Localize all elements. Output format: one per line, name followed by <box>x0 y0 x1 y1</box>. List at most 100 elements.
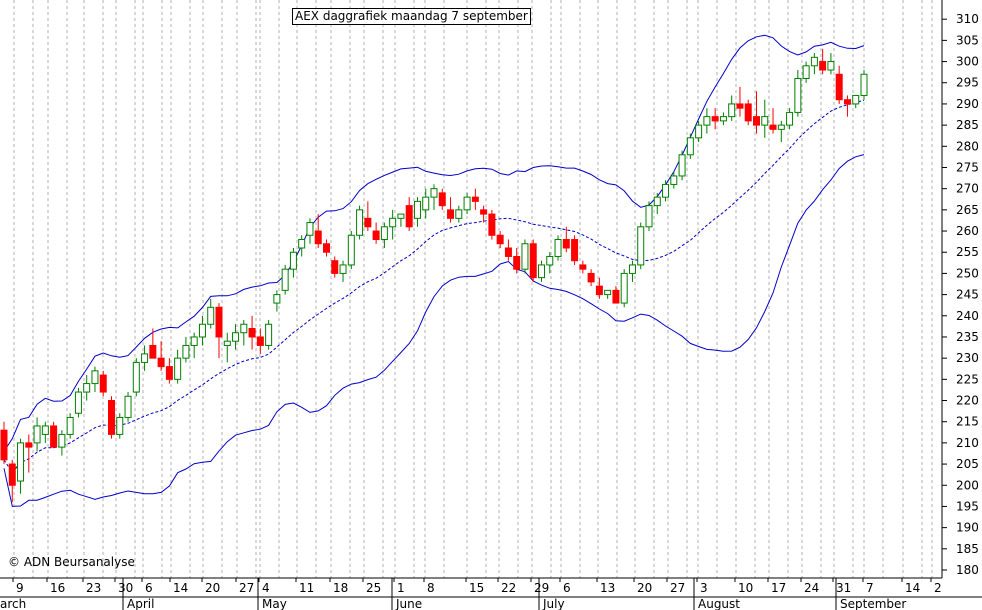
candle-body <box>273 294 281 304</box>
y-tick-label: 300 <box>956 55 979 69</box>
month-label: July <box>542 597 565 610</box>
candle-body <box>331 260 339 274</box>
candle-body <box>769 124 777 130</box>
x-tick-label: 20 <box>205 581 220 595</box>
candle-body <box>397 213 405 219</box>
y-tick-label: 220 <box>956 394 979 408</box>
candle-body <box>108 400 115 435</box>
candle-body <box>496 234 504 245</box>
x-tick-label: 3 <box>700 581 708 595</box>
y-tick-label: 290 <box>956 97 979 111</box>
x-tick-label: 1 <box>397 581 405 595</box>
y-tick-label: 265 <box>956 203 979 217</box>
candle-body <box>422 196 430 211</box>
y-tick-label: 275 <box>956 160 979 174</box>
candle-body <box>0 429 8 461</box>
candle-body <box>637 226 645 266</box>
candle-body <box>777 124 785 130</box>
month-label: April <box>127 597 154 610</box>
candle-body <box>281 268 289 291</box>
candle-body <box>41 425 49 435</box>
candle-body <box>744 103 752 122</box>
candle-body <box>554 239 562 257</box>
candle-body <box>753 116 760 126</box>
x-tick-label: 13 <box>600 581 615 595</box>
bollinger-lower-line <box>3 154 865 507</box>
candle-body <box>645 205 653 228</box>
candle-body <box>686 137 694 156</box>
candle-body <box>248 327 256 338</box>
candle-body <box>521 243 529 270</box>
candle-body <box>141 353 149 363</box>
x-tick-label: 17 <box>771 581 786 595</box>
candle-body <box>256 336 264 346</box>
candle-body <box>298 239 306 249</box>
candle-body <box>389 217 397 228</box>
candle-body <box>843 99 851 105</box>
y-tick-label: 305 <box>956 33 979 47</box>
month-label: May <box>262 597 287 610</box>
candle-body <box>711 116 719 122</box>
candle-body <box>587 272 595 283</box>
candle-body <box>232 332 240 342</box>
month-label: September <box>840 597 906 610</box>
candle-body <box>447 209 455 219</box>
candle-body <box>504 247 512 257</box>
y-tick-label: 270 <box>956 182 979 196</box>
candle-body <box>66 416 74 435</box>
candle-body <box>50 425 58 448</box>
y-tick-label: 295 <box>956 76 979 90</box>
bollinger-upper-line <box>3 34 865 452</box>
candle-body <box>480 209 488 215</box>
y-tick-label: 195 <box>956 499 979 513</box>
candle-body <box>74 391 82 414</box>
candle-body <box>612 289 620 304</box>
candle-body <box>17 442 25 482</box>
chart-title: AEX daggrafiek maandag 7 september <box>292 8 531 25</box>
candle-body <box>58 433 66 448</box>
candle-body <box>463 196 471 211</box>
x-tick-label: 27 <box>239 581 254 595</box>
candle-body <box>356 209 364 236</box>
candle-body <box>538 264 545 279</box>
candle-body <box>157 357 165 368</box>
candle-body <box>91 370 99 385</box>
candle-body <box>579 264 587 270</box>
x-tick-label: 14 <box>905 581 920 595</box>
candle-body <box>323 243 330 253</box>
candle-body <box>794 78 802 113</box>
candle-body <box>662 183 670 198</box>
y-tick-label: 310 <box>956 12 979 26</box>
candle-body <box>835 73 843 101</box>
candle-body <box>703 116 711 126</box>
month-label: June <box>395 597 422 610</box>
candle-body <box>786 111 794 126</box>
candle-body <box>438 192 446 207</box>
candle-body <box>620 272 628 304</box>
x-tick-label: 4 <box>262 581 270 595</box>
candle-body <box>190 336 198 346</box>
month-label: arch <box>0 597 26 610</box>
y-tick-label: 260 <box>956 224 979 238</box>
candle-body <box>314 230 322 245</box>
candle-body <box>819 61 827 71</box>
x-tick-label: 18 <box>333 581 348 595</box>
y-tick-label: 215 <box>956 415 979 429</box>
x-tick-label: 30 <box>118 581 133 595</box>
y-tick-label: 280 <box>956 139 979 153</box>
candle-body <box>678 154 686 177</box>
candle-body <box>124 395 132 418</box>
y-tick-label: 235 <box>956 330 979 344</box>
x-tick-label: 8 <box>427 581 435 595</box>
candle-body <box>852 94 860 105</box>
candle-body <box>265 323 273 346</box>
candle-body <box>223 340 231 346</box>
candle-body <box>405 205 413 228</box>
x-tick-label: 20 <box>637 581 652 595</box>
candle-body <box>215 306 223 338</box>
x-tick-label: 15 <box>469 581 484 595</box>
y-tick-label: 185 <box>956 542 979 556</box>
candle-body <box>810 56 818 67</box>
candle-body <box>595 285 603 296</box>
x-tick-label: 9 <box>16 581 24 595</box>
